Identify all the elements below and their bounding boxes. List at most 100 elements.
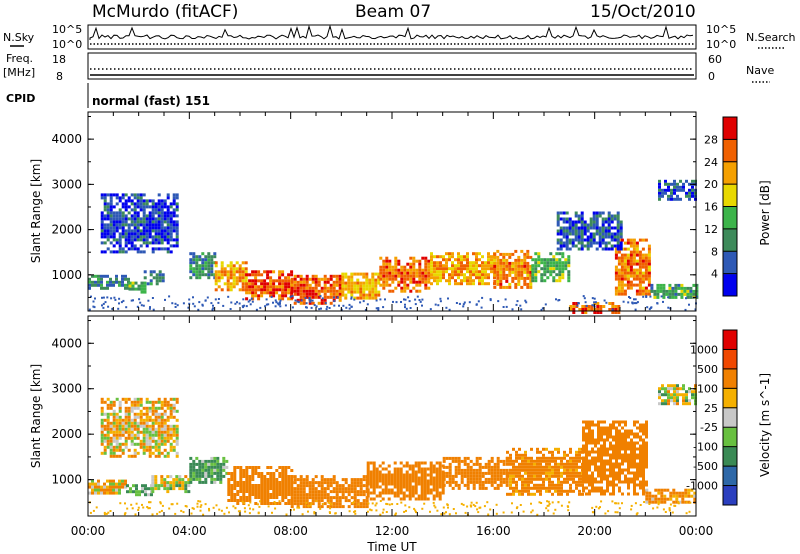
data-cell bbox=[157, 445, 161, 449]
data-cell bbox=[226, 282, 230, 286]
data-cell bbox=[142, 250, 146, 254]
data-cell bbox=[683, 292, 687, 296]
data-cell bbox=[647, 265, 651, 269]
data-cell bbox=[540, 261, 544, 265]
data-cell bbox=[138, 298, 141, 301]
data-cell bbox=[562, 241, 566, 245]
data-cell bbox=[198, 477, 202, 481]
data-cell bbox=[341, 281, 345, 285]
data-cell bbox=[644, 274, 648, 278]
data-cell bbox=[623, 277, 627, 281]
data-cell bbox=[269, 475, 273, 478]
data-cell bbox=[463, 301, 466, 304]
data-cell bbox=[466, 456, 470, 460]
data-cell bbox=[531, 276, 535, 280]
data-cell bbox=[600, 474, 603, 478]
data-cell bbox=[594, 423, 597, 427]
data-cell bbox=[523, 270, 527, 274]
data-cell bbox=[136, 415, 140, 419]
noise-tick-right-high: 10^5 bbox=[706, 23, 736, 36]
data-cell bbox=[394, 274, 398, 278]
data-cell bbox=[691, 396, 694, 400]
data-cell bbox=[466, 279, 469, 283]
data-cell bbox=[575, 462, 578, 466]
data-cell bbox=[139, 223, 143, 227]
data-cell bbox=[529, 264, 533, 268]
data-cell bbox=[251, 294, 255, 298]
data-cell bbox=[290, 277, 294, 281]
data-cell bbox=[487, 513, 490, 516]
data-cell bbox=[326, 295, 330, 299]
data-cell bbox=[107, 511, 110, 514]
data-cell bbox=[543, 264, 547, 268]
data-cell bbox=[115, 430, 119, 434]
data-cell bbox=[554, 486, 557, 490]
data-cell bbox=[168, 507, 171, 510]
data-cell bbox=[551, 486, 554, 490]
data-cell bbox=[493, 276, 496, 280]
data-cell bbox=[591, 304, 594, 307]
data-cell bbox=[106, 430, 110, 434]
data-cell bbox=[448, 480, 452, 484]
data-cell bbox=[557, 462, 560, 466]
data-cell bbox=[109, 280, 112, 284]
data-cell bbox=[154, 445, 158, 449]
data-cell bbox=[166, 214, 170, 218]
data-cell bbox=[230, 499, 234, 502]
data-cell bbox=[420, 488, 424, 492]
data-cell bbox=[565, 220, 569, 224]
data-cell bbox=[387, 470, 391, 474]
data-cell bbox=[88, 308, 91, 311]
data-cell bbox=[375, 473, 379, 477]
data-cell bbox=[106, 208, 110, 212]
data-cell bbox=[121, 217, 125, 221]
data-cell bbox=[103, 424, 107, 428]
data-cell bbox=[555, 261, 559, 265]
data-cell bbox=[442, 477, 446, 481]
data-cell bbox=[344, 296, 348, 300]
data-cell bbox=[382, 274, 386, 278]
data-cell bbox=[583, 223, 587, 227]
data-cell bbox=[641, 253, 645, 257]
data-cell bbox=[118, 448, 122, 452]
data-cell bbox=[97, 274, 100, 278]
data-cell bbox=[260, 499, 264, 502]
data-cell bbox=[393, 470, 397, 474]
data-cell bbox=[100, 277, 103, 281]
data-cell bbox=[100, 286, 103, 290]
data-cell bbox=[154, 211, 158, 215]
data-cell bbox=[430, 261, 433, 265]
data-cell bbox=[445, 258, 448, 262]
data-cell bbox=[457, 471, 461, 475]
data-cell bbox=[552, 267, 556, 271]
data-cell bbox=[591, 462, 594, 466]
data-cell bbox=[391, 268, 395, 272]
data-cell bbox=[568, 223, 572, 227]
data-cell bbox=[266, 291, 270, 295]
data-cell bbox=[359, 487, 363, 491]
data-cell bbox=[115, 274, 118, 278]
data-cell bbox=[195, 273, 199, 277]
data-cell bbox=[257, 279, 261, 283]
data-cell bbox=[495, 512, 498, 515]
data-cell bbox=[624, 477, 627, 481]
data-cell bbox=[128, 281, 132, 285]
data-cell bbox=[388, 265, 392, 269]
data-cell bbox=[94, 491, 97, 495]
data-cell bbox=[481, 480, 485, 484]
data-cell bbox=[151, 400, 155, 404]
data-cell bbox=[632, 262, 636, 266]
data-cell bbox=[372, 482, 376, 486]
data-cell bbox=[396, 482, 400, 486]
data-cell bbox=[432, 467, 436, 471]
data-cell bbox=[577, 241, 581, 245]
data-cell bbox=[366, 482, 370, 486]
data-cell bbox=[490, 480, 494, 484]
data-cell bbox=[624, 432, 627, 436]
data-cell bbox=[623, 268, 627, 272]
data-cell bbox=[228, 511, 230, 514]
data-cell bbox=[135, 493, 138, 497]
data-cell bbox=[103, 274, 106, 278]
data-cell bbox=[524, 489, 527, 493]
data-cell bbox=[112, 415, 116, 419]
